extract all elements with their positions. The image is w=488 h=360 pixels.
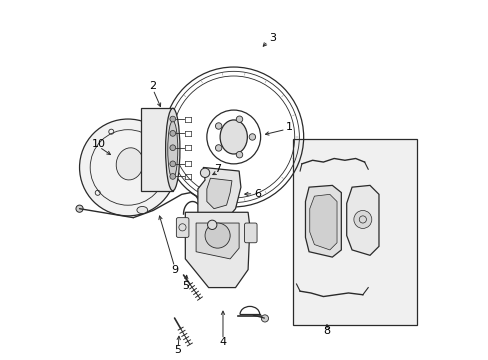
Text: 7: 7: [214, 234, 221, 244]
Ellipse shape: [220, 120, 247, 154]
Circle shape: [204, 223, 230, 248]
Text: 4: 4: [219, 337, 226, 347]
Circle shape: [169, 145, 175, 150]
Text: 5: 5: [182, 281, 189, 291]
Ellipse shape: [167, 121, 178, 178]
Bar: [292, 139, 416, 325]
Polygon shape: [309, 194, 336, 250]
Circle shape: [169, 161, 175, 167]
Text: 7: 7: [214, 164, 221, 174]
Circle shape: [169, 131, 175, 136]
Text: 2: 2: [149, 81, 156, 91]
Circle shape: [200, 168, 209, 177]
Polygon shape: [198, 167, 241, 223]
FancyBboxPatch shape: [244, 223, 257, 243]
Circle shape: [80, 119, 176, 216]
Circle shape: [236, 116, 242, 122]
Ellipse shape: [137, 207, 147, 213]
Ellipse shape: [116, 148, 143, 180]
Polygon shape: [305, 185, 341, 257]
Text: 8: 8: [323, 325, 330, 336]
Polygon shape: [346, 185, 378, 255]
Text: 3: 3: [268, 33, 275, 43]
Circle shape: [236, 152, 242, 158]
Circle shape: [169, 174, 175, 179]
Circle shape: [76, 205, 83, 212]
FancyBboxPatch shape: [176, 218, 188, 237]
Polygon shape: [185, 212, 249, 288]
Polygon shape: [206, 178, 231, 209]
Polygon shape: [140, 108, 172, 191]
Circle shape: [207, 220, 217, 229]
Text: 6: 6: [254, 189, 261, 199]
Circle shape: [261, 315, 268, 322]
Text: 9: 9: [171, 265, 178, 275]
Polygon shape: [196, 223, 239, 259]
Text: 5: 5: [174, 345, 181, 355]
Text: 10: 10: [92, 139, 106, 149]
Ellipse shape: [165, 108, 180, 191]
Text: 1: 1: [285, 122, 292, 132]
Circle shape: [249, 134, 255, 140]
Circle shape: [169, 116, 175, 122]
Circle shape: [215, 123, 222, 129]
Circle shape: [215, 145, 222, 151]
Circle shape: [353, 211, 371, 228]
